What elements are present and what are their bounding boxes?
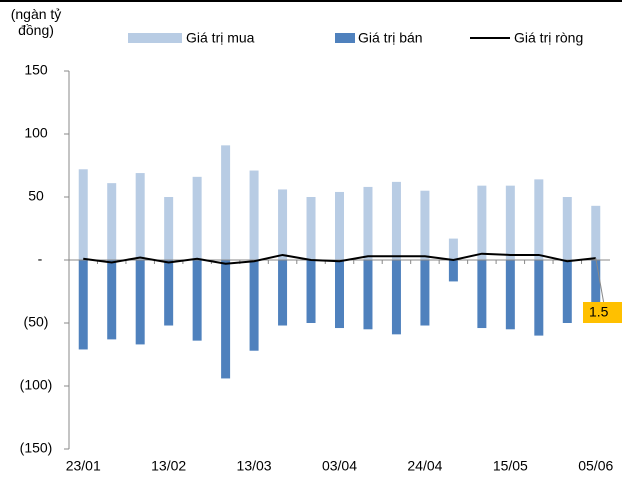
net-line bbox=[83, 252, 596, 265]
legend-swatch bbox=[335, 33, 355, 43]
x-tick-label: 24/04 bbox=[407, 458, 442, 474]
bar bbox=[249, 170, 259, 260]
bar bbox=[335, 191, 344, 260]
bar bbox=[591, 260, 601, 312]
bar bbox=[391, 260, 401, 335]
legend-label: Giá trị ròng bbox=[514, 30, 583, 46]
bar bbox=[135, 173, 145, 260]
bar bbox=[278, 189, 288, 260]
bar bbox=[363, 260, 373, 330]
legend-label: Giá trị bán bbox=[358, 30, 423, 46]
bar bbox=[591, 205, 601, 260]
bar bbox=[278, 260, 288, 326]
data-label: 1.5 bbox=[589, 304, 609, 320]
x-tick-label: 05/06 bbox=[578, 458, 613, 474]
y-axis-label: (ngàn tỷ đồng) bbox=[10, 6, 62, 38]
bar bbox=[562, 197, 572, 260]
legend-label: Giá trị mua bbox=[186, 30, 255, 46]
bar bbox=[221, 260, 231, 379]
legend-swatch bbox=[128, 33, 182, 43]
y-tick-label: (150) bbox=[20, 440, 53, 456]
bar bbox=[448, 238, 458, 260]
callout-box bbox=[583, 302, 622, 323]
bar bbox=[164, 260, 174, 326]
bar bbox=[135, 260, 145, 345]
bar bbox=[534, 179, 544, 260]
bar bbox=[562, 260, 572, 323]
bar bbox=[78, 260, 88, 350]
bar bbox=[306, 197, 316, 260]
bar bbox=[420, 260, 430, 326]
bar bbox=[448, 260, 458, 282]
bar bbox=[164, 197, 174, 260]
y-tick-label: - bbox=[38, 251, 43, 267]
bar bbox=[78, 169, 88, 260]
bar bbox=[363, 186, 373, 260]
y-tick-label: (100) bbox=[20, 377, 53, 393]
bar bbox=[505, 260, 515, 330]
y-tick-label: (50) bbox=[24, 314, 49, 330]
x-tick-label: 03/04 bbox=[322, 458, 357, 474]
bar bbox=[505, 185, 515, 260]
bar bbox=[477, 260, 487, 329]
x-tick-label: 23/01 bbox=[66, 458, 101, 474]
bar bbox=[306, 260, 316, 323]
x-tick-label: 13/02 bbox=[151, 458, 186, 474]
bar bbox=[107, 260, 117, 340]
bar bbox=[477, 185, 487, 260]
bar bbox=[249, 260, 259, 351]
y-tick-label: 50 bbox=[28, 188, 44, 204]
bar bbox=[192, 260, 202, 341]
bar bbox=[192, 176, 202, 260]
bar bbox=[221, 145, 231, 260]
callout-leader bbox=[595, 258, 605, 304]
bar bbox=[335, 260, 344, 329]
x-tick-label: 13/03 bbox=[237, 458, 272, 474]
bar bbox=[420, 190, 430, 260]
bar bbox=[534, 260, 544, 336]
bar bbox=[107, 183, 117, 260]
y-tick-label: 150 bbox=[24, 62, 48, 78]
x-tick-label: 15/05 bbox=[493, 458, 528, 474]
y-tick-label: 100 bbox=[24, 125, 48, 141]
bar bbox=[391, 181, 401, 260]
